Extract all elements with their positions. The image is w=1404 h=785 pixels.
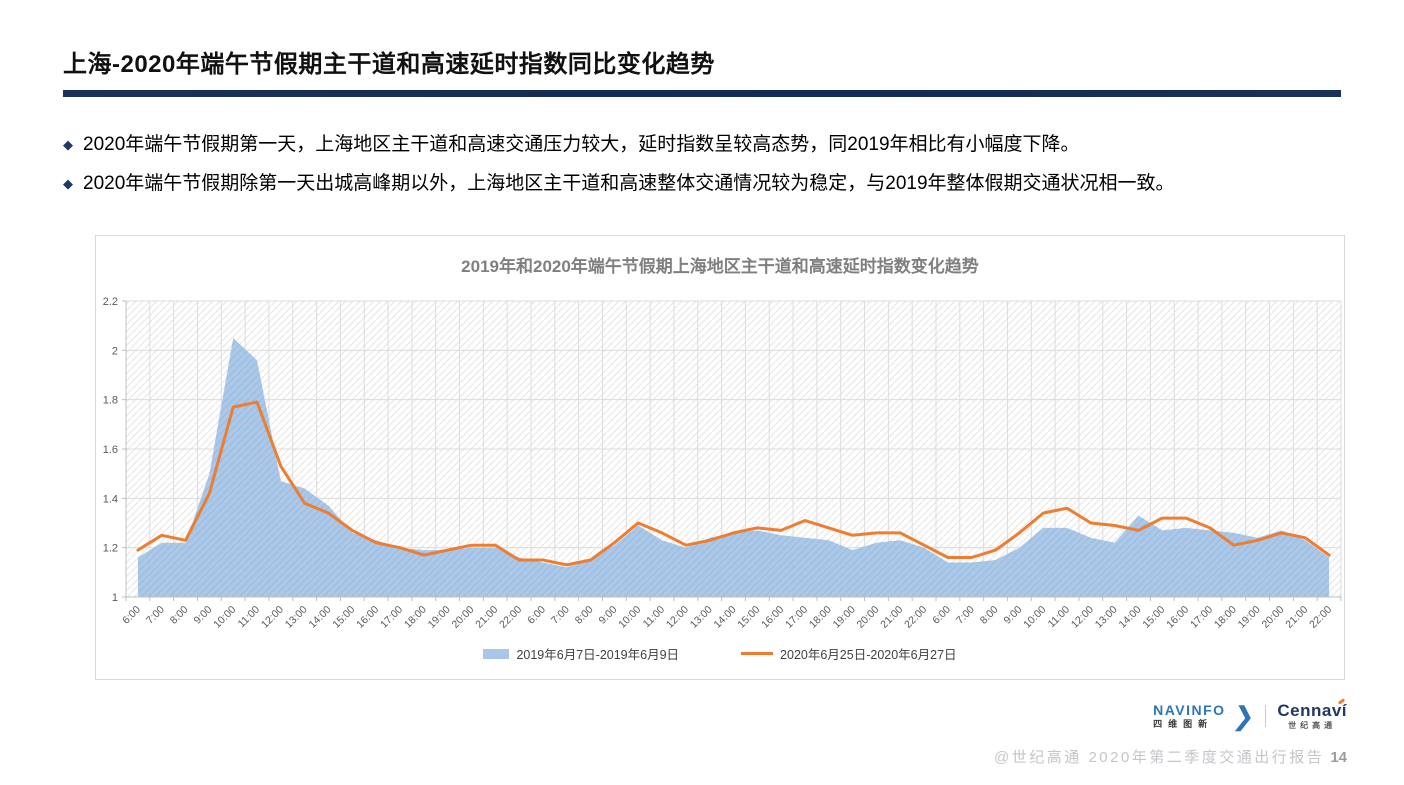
x-axis-label: 20:00 [854,604,881,631]
x-axis-label: 18:00 [807,604,834,631]
bullet-diamond-icon: ◆ [63,176,73,191]
x-axis-label: 21:00 [1283,604,1310,631]
y-axis-label: 1.8 [103,395,118,407]
x-axis-label: 6:00 [120,604,143,627]
x-axis-label: 10:00 [616,604,643,631]
page-title: 上海-2020年端午节假期主干道和高速延时指数同比变化趋势 [63,51,715,78]
legend-item-2020: 2020年6月25日-2020年6月27日 [741,644,957,663]
bullet-text: 2020年端午节假期第一天，上海地区主干道和高速交通压力较大，延时指数呈较高态势… [83,134,1080,155]
chart-legend: 2019年6月7日-2019年6月9日 2020年6月25日-2020年6月27… [96,644,1344,663]
footer-report-title: @世纪高通 2020年第二季度交通出行报告 [994,749,1325,766]
x-axis-label: 19:00 [426,604,453,631]
x-axis-label: 17:00 [378,604,405,631]
x-axis-label: 7:00 [954,604,977,627]
footer-credit: @世纪高通 2020年第二季度交通出行报告 14 [994,746,1347,767]
bullet-list: ◆ 2020年端午节假期第一天，上海地区主干道和高速交通压力较大，延时指数呈较高… [63,132,1175,210]
x-axis-label: 6:00 [930,604,953,627]
bullet-text: 2020年端午节假期除第一天出城高峰期以外，上海地区主干道和高速整体交通情况较为… [83,173,1175,194]
x-axis-label: 14:00 [712,604,739,631]
legend-swatch-2019-area [483,648,510,659]
legend-label-2019: 2019年6月7日-2019年6月9日 [516,648,680,662]
y-axis-label: 2.2 [103,296,118,308]
legend-swatch-2020-line [741,652,774,655]
x-axis-label: 8:00 [573,604,596,627]
navinfo-chevron-icon: ❯ [1230,701,1257,731]
navinfo-wordmark: NAVINFO [1153,702,1226,718]
x-axis-label: 11:00 [641,604,668,631]
y-axis-label: 1.6 [103,444,118,456]
x-axis-label: 22:00 [497,604,524,631]
x-axis-label: 22:00 [1307,604,1334,631]
x-axis-label: 13:00 [1093,604,1120,631]
x-axis-label: 10:00 [1021,604,1048,631]
navinfo-chinese-label: 四维图新 [1153,719,1214,729]
x-axis-label: 20:00 [1259,604,1286,631]
x-axis-label: 11:00 [236,604,263,631]
cennavi-chinese-label: 世纪高通 [1288,721,1337,730]
page-number: 14 [1330,749,1347,766]
x-axis-label: 12:00 [664,604,691,631]
chart-canvas: 11.21.41.61.822.26:00 7:00 8:00 9:0010:0011… [103,296,1342,631]
x-axis-label: 7:00 [144,604,167,627]
x-axis-label: 14:00 [307,604,334,631]
x-axis-label: 18:00 [1212,604,1239,631]
x-axis-label: 13:00 [283,604,310,631]
title-divider-bar [63,90,1341,97]
chart-title: 2019年和2020年端午节假期上海地区主干道和高速延时指数变化趋势 [461,257,979,276]
y-axis-label: 1.2 [103,543,118,555]
x-axis-label: 21:00 [473,604,500,631]
x-axis-label: 14:00 [1117,604,1144,631]
x-axis-label: 22:00 [902,604,929,631]
x-axis-label: 16:00 [759,604,786,631]
bullet-item: ◆ 2020年端午节假期第一天，上海地区主干道和高速交通压力较大，延时指数呈较高… [63,132,1175,158]
x-axis-label: 12:00 [1069,604,1096,631]
legend-item-2019: 2019年6月7日-2019年6月9日 [483,644,679,663]
x-axis-label: 19:00 [1236,604,1263,631]
x-axis-label: 17:00 [1188,604,1215,631]
x-axis-label: 7:00 [549,604,572,627]
x-axis-label: 12:00 [259,604,286,631]
x-axis-label: 15:00 [735,604,762,631]
chart-card: 1 1.2 1.4 1.6 1.8 2 2.2 6:00 7:00 8:00 9:00 10:00 11… [95,235,1345,680]
logo-divider [1265,705,1267,727]
x-axis-label: 13:00 [688,604,715,631]
bullet-diamond-icon: ◆ [63,137,73,152]
y-axis-label: 2 [112,345,118,357]
area-series-2019 [137,338,1330,597]
x-axis-label: 18:00 [402,604,429,631]
x-axis-label: 6:00 [525,604,548,627]
y-axis-label: 1 [112,592,118,604]
x-axis-label: 20:00 [449,604,476,631]
x-axis-label: 19:00 [831,604,858,631]
y-axis-label: 1.4 [103,493,118,505]
footer-logos: NAVINFO 四维图新 ❯ Cennaví 世纪高通 [1153,698,1347,731]
bullet-item: ◆ 2020年端午节假期除第一天出城高峰期以外，上海地区主干道和高速整体交通情况… [63,171,1175,197]
x-axis-label: 17:00 [783,604,810,631]
x-axis-label: 16:00 [1164,604,1191,631]
x-axis-label: 8:00 [168,604,191,627]
cennavi-logo: Cennaví 世纪高通 [1277,698,1347,730]
x-axis-label: 21:00 [878,604,905,631]
legend-label-2020: 2020年6月25日-2020年6月27日 [780,648,957,662]
x-axis-label: 15:00 [330,604,357,631]
x-axis-label: 15:00 [1140,604,1167,631]
cennavi-wordmark: Cennaví [1277,701,1347,720]
x-axis-label: 16:00 [354,604,381,631]
x-axis-label: 10:00 [211,604,238,631]
navinfo-logo: NAVINFO 四维图新 [1153,703,1225,729]
line-series-2020 [136,400,1331,567]
x-axis-label: 8:00 [978,604,1001,627]
x-axis-label: 11:00 [1046,604,1073,631]
